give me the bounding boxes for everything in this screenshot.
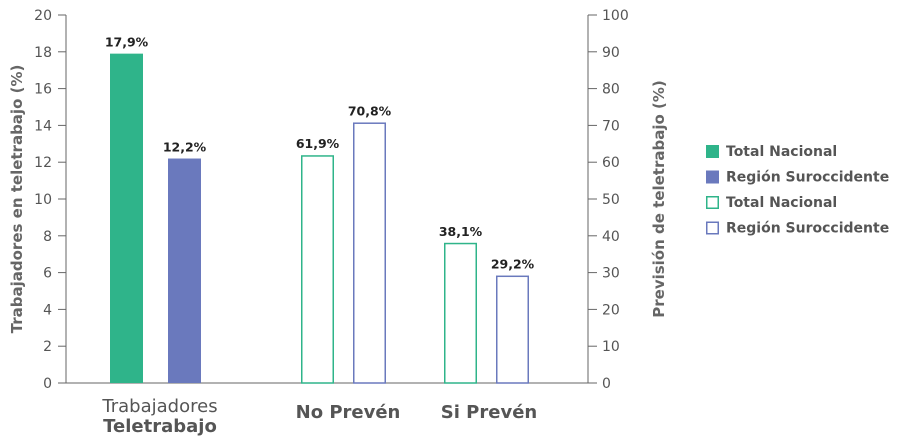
bar	[444, 242, 477, 384]
right-tick-label: 0	[602, 376, 611, 392]
left-tick-label: 18	[34, 45, 52, 61]
left-tick-label: 14	[34, 118, 52, 134]
bar	[301, 155, 334, 384]
legend-label: Región Suroccidente	[726, 170, 889, 186]
left-tick-label: 12	[34, 155, 52, 171]
right-tick-label: 100	[602, 8, 629, 24]
bar-data-label: 17,9%	[105, 35, 149, 50]
legend-label: Total Nacional	[726, 195, 837, 211]
legend-swatch	[706, 221, 719, 235]
left-tick-label: 2	[43, 339, 52, 355]
legend: Total Nacional Región Suroccidente Total N…	[706, 144, 889, 237]
right-tick-label: 30	[602, 266, 620, 282]
left-tick-label: 10	[34, 192, 52, 208]
legend-label: Total Nacional	[726, 144, 837, 160]
left-tick-label: 8	[43, 229, 52, 245]
bar	[168, 158, 201, 383]
right-tick-label: 20	[602, 302, 620, 318]
axes: 0 2 4 6 8 10 12 14 16 18 20 0 10 20 30 40 50 60 70 80 90 100 T…	[8, 8, 668, 392]
bars	[110, 53, 529, 384]
bar	[353, 122, 386, 384]
category-label-line1: Trabajadores	[101, 396, 217, 417]
right-tick-label: 10	[602, 339, 620, 355]
bar-data-label: 70,8%	[348, 103, 392, 118]
category-label: Si Prevén	[441, 402, 537, 423]
bar	[110, 53, 143, 383]
right-tick-label: 80	[602, 82, 620, 98]
category-label: No Prevén	[296, 402, 401, 423]
left-tick-label: 6	[43, 266, 52, 282]
right-tick-label: 60	[602, 155, 620, 171]
left-tick-label: 0	[43, 376, 52, 392]
bar-data-label: 29,2%	[491, 257, 535, 272]
right-tick-label: 40	[602, 229, 620, 245]
right-tick-label: 90	[602, 45, 620, 61]
data-labels: 17,9% 12,2% 61,9% 70,8% 38,1% 29,2%	[105, 35, 535, 272]
legend-swatch	[706, 145, 719, 158]
left-tick-label: 20	[34, 8, 52, 24]
bar-data-label: 61,9%	[296, 136, 340, 151]
bar-data-label: 12,2%	[163, 140, 207, 155]
legend-label: Región Suroccidente	[726, 221, 889, 237]
legend-swatch	[706, 170, 719, 184]
legend-swatch	[706, 196, 719, 209]
right-tick-label: 50	[602, 192, 620, 208]
bar	[496, 275, 529, 384]
left-axis-title: Trabajadores en teletrabajo (%)	[8, 65, 26, 334]
right-axis-title: Previsión de teletrabajo (%)	[650, 80, 668, 318]
bar-data-label: 38,1%	[439, 224, 483, 239]
category-label-line2: Teletrabajo	[103, 416, 217, 437]
left-tick-label: 16	[34, 82, 52, 98]
left-tick-label: 4	[43, 302, 52, 318]
right-tick-label: 70	[602, 118, 620, 134]
